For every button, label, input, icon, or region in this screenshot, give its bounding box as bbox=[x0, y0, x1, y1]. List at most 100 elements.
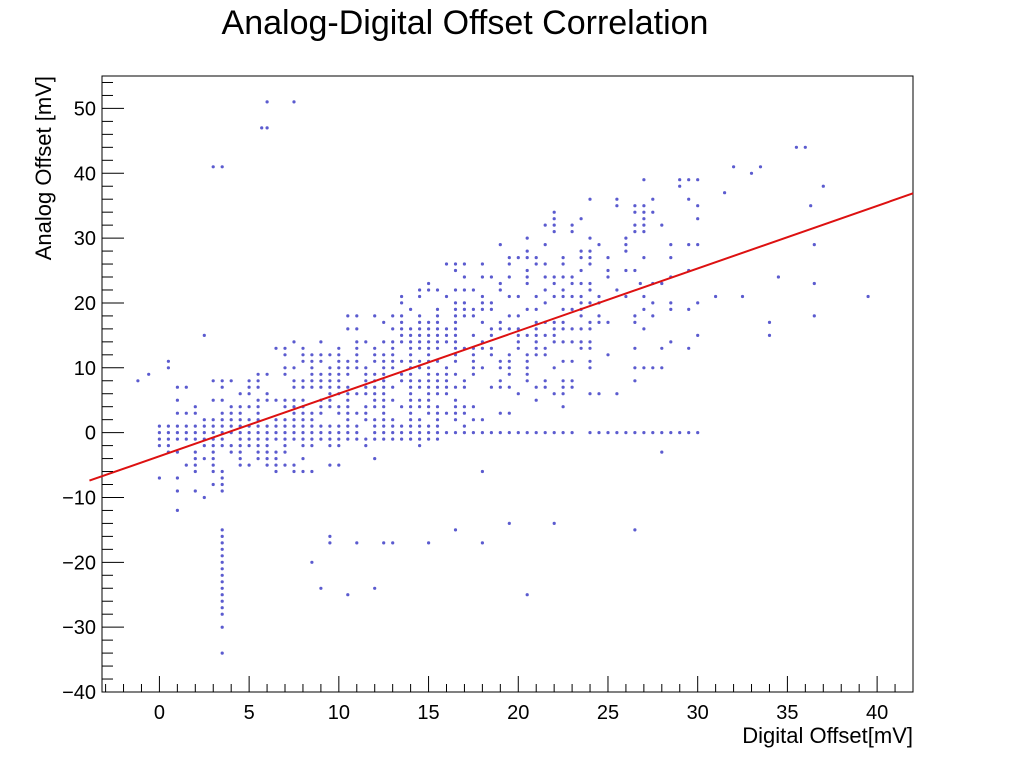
data-point bbox=[480, 418, 484, 422]
data-point bbox=[409, 346, 413, 350]
data-point bbox=[220, 528, 224, 532]
data-point bbox=[427, 405, 431, 409]
data-point bbox=[427, 541, 431, 545]
data-point bbox=[274, 437, 278, 441]
data-point bbox=[812, 314, 816, 318]
data-point bbox=[337, 405, 341, 409]
data-point bbox=[579, 314, 583, 318]
data-point bbox=[328, 366, 332, 370]
data-point bbox=[409, 327, 413, 331]
data-point bbox=[462, 405, 466, 409]
data-point bbox=[238, 457, 242, 461]
data-point bbox=[606, 275, 610, 279]
data-point bbox=[382, 405, 386, 409]
data-point bbox=[220, 482, 224, 487]
data-point bbox=[292, 418, 296, 422]
data-point bbox=[166, 424, 170, 428]
data-point bbox=[427, 437, 431, 441]
data-point bbox=[615, 204, 619, 208]
data-point bbox=[687, 431, 691, 435]
data-point bbox=[193, 411, 197, 415]
data-point bbox=[247, 437, 251, 441]
data-point bbox=[812, 281, 816, 286]
data-point bbox=[418, 346, 422, 350]
y-tick-label: −20 bbox=[62, 552, 96, 574]
data-point bbox=[265, 457, 269, 461]
data-point bbox=[409, 379, 413, 383]
data-point bbox=[220, 424, 224, 428]
data-point bbox=[435, 307, 440, 311]
data-point bbox=[211, 444, 215, 448]
data-point bbox=[489, 301, 493, 305]
data-point bbox=[597, 320, 601, 324]
data-point bbox=[238, 392, 242, 396]
data-point bbox=[319, 405, 323, 409]
data-point bbox=[552, 281, 556, 286]
data-point bbox=[633, 528, 637, 532]
data-point bbox=[579, 217, 583, 221]
data-point bbox=[525, 236, 529, 240]
data-point bbox=[355, 411, 359, 415]
data-point bbox=[418, 294, 422, 299]
data-point bbox=[543, 431, 547, 435]
data-point bbox=[696, 204, 700, 208]
data-point bbox=[319, 372, 323, 376]
data-point bbox=[453, 301, 458, 305]
x-tick-label: 35 bbox=[776, 702, 798, 724]
data-point bbox=[525, 379, 529, 383]
data-point bbox=[570, 281, 574, 286]
data-point bbox=[364, 437, 368, 441]
data-point bbox=[624, 294, 628, 299]
data-point bbox=[211, 469, 215, 474]
data-point bbox=[642, 327, 646, 331]
data-point bbox=[444, 385, 449, 389]
data-point bbox=[373, 385, 377, 389]
data-point bbox=[337, 346, 341, 350]
data-point bbox=[319, 437, 323, 441]
data-point bbox=[597, 243, 601, 247]
data-point bbox=[543, 223, 547, 227]
data-point bbox=[265, 398, 269, 402]
data-point bbox=[274, 346, 278, 350]
data-point bbox=[220, 165, 224, 169]
data-point bbox=[525, 249, 529, 253]
data-point bbox=[588, 431, 592, 435]
data-point bbox=[435, 346, 440, 350]
data-point bbox=[507, 359, 511, 363]
data-point bbox=[238, 405, 242, 409]
data-point bbox=[427, 288, 431, 292]
data-point bbox=[444, 372, 449, 376]
data-point bbox=[669, 340, 673, 344]
data-point bbox=[238, 437, 242, 441]
data-point bbox=[220, 534, 224, 539]
data-point bbox=[507, 256, 511, 260]
data-point bbox=[220, 385, 224, 389]
data-point bbox=[400, 320, 404, 324]
data-point bbox=[310, 437, 314, 441]
data-point bbox=[525, 366, 529, 370]
data-point bbox=[310, 431, 314, 435]
data-point bbox=[337, 437, 341, 441]
data-point bbox=[265, 463, 269, 467]
data-point bbox=[480, 307, 484, 311]
data-point bbox=[211, 457, 215, 461]
data-point bbox=[597, 392, 601, 396]
data-point bbox=[543, 243, 547, 247]
data-points bbox=[136, 100, 870, 655]
data-point bbox=[534, 346, 538, 350]
data-point bbox=[561, 288, 565, 292]
data-point bbox=[588, 197, 592, 201]
data-point bbox=[382, 418, 386, 422]
data-point bbox=[642, 223, 646, 227]
data-point bbox=[247, 431, 251, 435]
data-point bbox=[220, 541, 224, 545]
data-point bbox=[462, 262, 466, 266]
data-point bbox=[453, 333, 458, 337]
data-point bbox=[157, 431, 161, 435]
data-point bbox=[328, 405, 332, 409]
data-point bbox=[534, 320, 538, 324]
data-point bbox=[283, 424, 287, 428]
data-point bbox=[220, 398, 224, 402]
data-point bbox=[391, 314, 395, 318]
data-point bbox=[337, 411, 341, 415]
